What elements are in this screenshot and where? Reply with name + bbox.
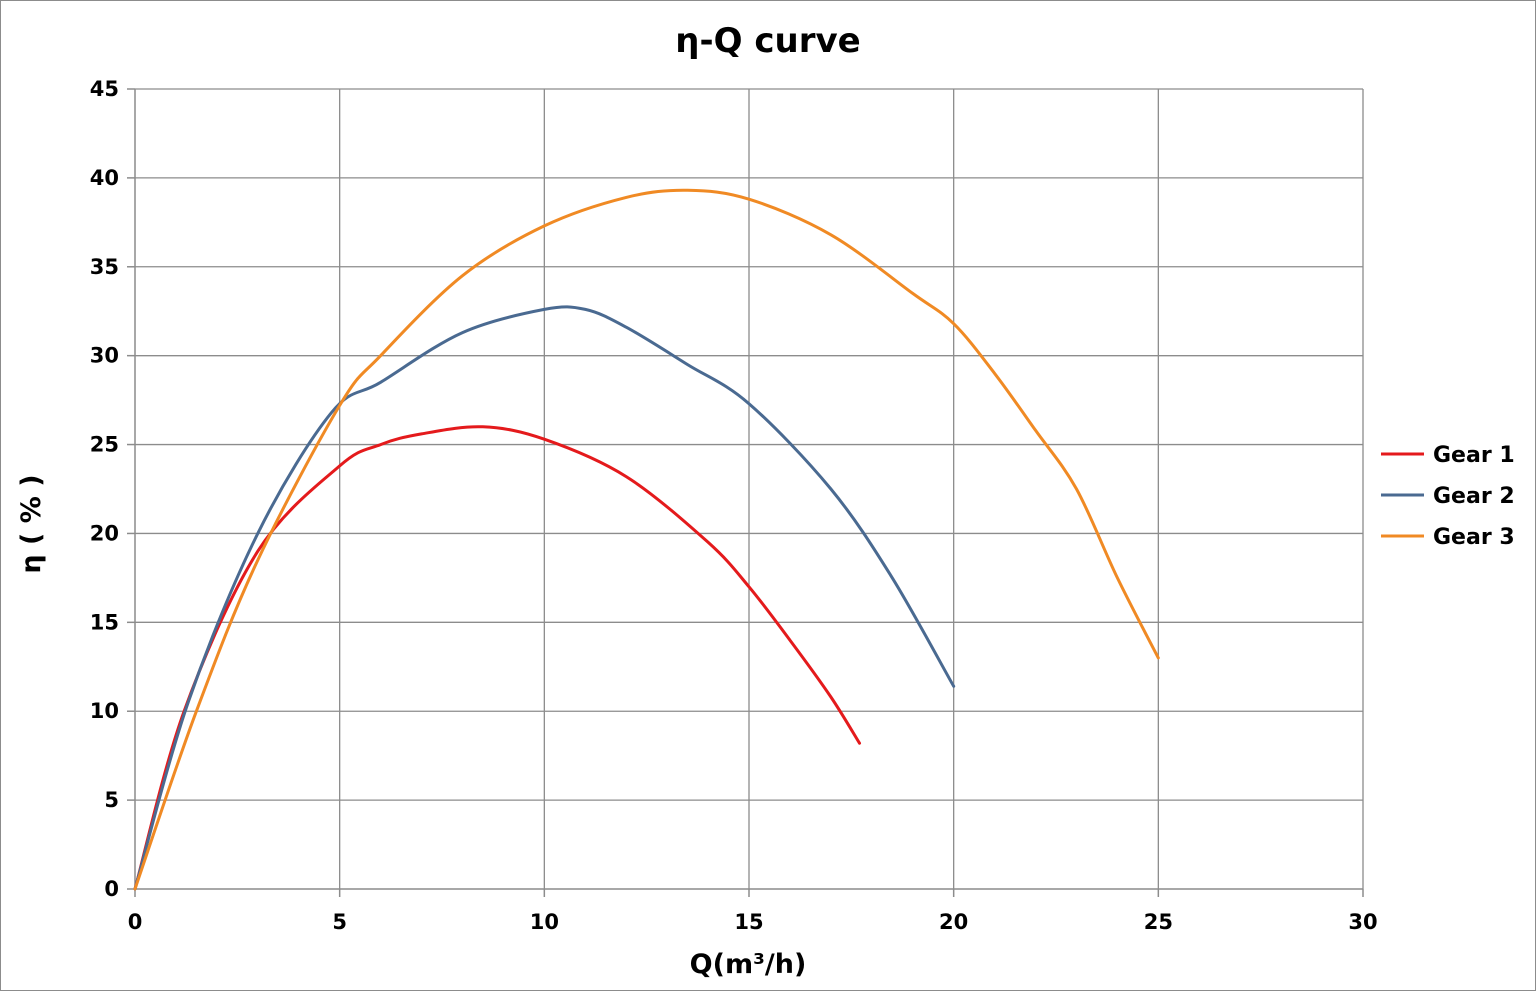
y-axis-label: η ( % ) bbox=[16, 474, 47, 573]
gridlines bbox=[127, 88, 1364, 897]
y-tick-label: 45 bbox=[90, 77, 119, 101]
y-tick-label: 10 bbox=[90, 699, 119, 723]
chart-title: η-Q curve bbox=[675, 21, 860, 61]
y-tick-label: 0 bbox=[104, 877, 119, 901]
y-tick-label: 40 bbox=[90, 166, 119, 190]
x-tick-label: 0 bbox=[128, 910, 143, 934]
y-tick-label: 20 bbox=[90, 521, 119, 545]
legend-label-gear-2: Gear 2 bbox=[1433, 484, 1515, 509]
legend: Gear 1 Gear 2 Gear 3 bbox=[1381, 443, 1515, 550]
series-lines bbox=[133, 188, 1160, 891]
x-tick-label: 30 bbox=[1348, 910, 1377, 934]
y-tick-label: 5 bbox=[104, 788, 119, 812]
y-tick-label: 25 bbox=[90, 433, 119, 457]
legend-label-gear-3: Gear 3 bbox=[1433, 525, 1515, 550]
x-tick-label: 25 bbox=[1144, 910, 1173, 934]
x-tick-label: 10 bbox=[530, 910, 559, 934]
series-line-gear-2 bbox=[133, 305, 956, 891]
x-tick-label: 20 bbox=[939, 910, 968, 934]
tick-labels: 0 5 10 15 20 25 30 35 40 45 0 5 10 15 20 25 30 bbox=[90, 77, 1378, 934]
legend-label-gear-1: Gear 1 bbox=[1433, 443, 1515, 468]
series-line-gear-3 bbox=[133, 188, 1160, 891]
y-tick-label: 35 bbox=[90, 255, 119, 279]
y-tick-label: 15 bbox=[90, 610, 119, 634]
series-line-gear-1 bbox=[133, 425, 861, 891]
x-tick-label: 15 bbox=[734, 910, 763, 934]
y-tick-label: 30 bbox=[90, 344, 119, 368]
x-tick-label: 5 bbox=[332, 910, 347, 934]
x-axis-label: Q(m³/h) bbox=[690, 949, 807, 980]
